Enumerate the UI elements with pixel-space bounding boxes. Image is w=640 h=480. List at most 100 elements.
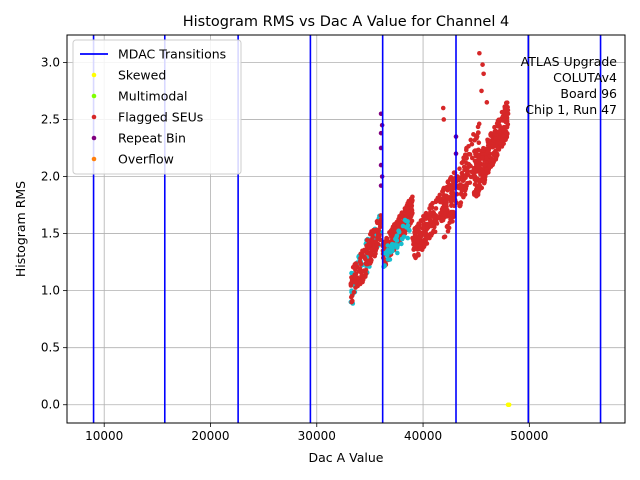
flagged-point bbox=[458, 200, 464, 205]
x-axis-ticks: 10000 20000 30000 40000 50000 bbox=[85, 423, 548, 443]
flagged-point bbox=[351, 289, 357, 295]
annotation-line: Board 96 bbox=[560, 86, 617, 101]
flagged-point bbox=[475, 130, 481, 135]
flagged-point bbox=[461, 158, 466, 164]
flagged-point bbox=[396, 216, 401, 222]
flagged-point bbox=[480, 178, 486, 183]
flagged-point bbox=[473, 133, 478, 139]
flagged-point bbox=[375, 233, 381, 239]
flagged-point bbox=[410, 194, 415, 200]
y-tick-label: 0.5 bbox=[41, 341, 60, 355]
base-point bbox=[385, 257, 391, 262]
y-tick-label: 1.5 bbox=[41, 227, 60, 241]
flagged-point bbox=[433, 218, 438, 224]
flagged-point bbox=[410, 198, 415, 203]
y-axis-label: Histogram RMS bbox=[13, 181, 28, 277]
flagged-point bbox=[492, 152, 498, 158]
flagged-point bbox=[493, 148, 498, 154]
y-axis-ticks: 0.0 0.5 1.0 1.5 2.0 2.5 3.0 bbox=[41, 55, 67, 412]
x-tick-label: 20000 bbox=[191, 429, 229, 443]
flagged-point bbox=[473, 167, 478, 173]
flagged-point bbox=[495, 124, 501, 129]
flagged-point bbox=[363, 267, 369, 273]
flagged-point bbox=[490, 162, 495, 168]
flagged-point bbox=[482, 146, 487, 152]
flagged-point bbox=[451, 181, 457, 187]
annotation-line: COLUTAv4 bbox=[553, 70, 617, 85]
flagged-point bbox=[444, 187, 450, 193]
annotation-line: ATLAS Upgrade bbox=[521, 54, 618, 69]
flagged-point bbox=[412, 229, 417, 235]
flagged-point bbox=[496, 147, 502, 152]
legend-marker-icon bbox=[91, 156, 97, 162]
flagged-point bbox=[493, 136, 499, 141]
flagged-point bbox=[352, 275, 358, 280]
flagged-point bbox=[474, 193, 479, 199]
flagged-point bbox=[463, 186, 469, 191]
legend-label: Repeat Bin bbox=[118, 131, 186, 146]
flagged-point bbox=[356, 269, 362, 274]
base-point bbox=[385, 253, 390, 258]
flagged-point bbox=[477, 179, 482, 185]
flagged-point bbox=[500, 109, 506, 115]
x-tick-label: 10000 bbox=[85, 429, 123, 443]
flagged-point bbox=[396, 222, 401, 228]
flagged-point bbox=[360, 269, 365, 274]
base-point bbox=[405, 235, 411, 241]
flagged-point bbox=[469, 155, 475, 161]
base-point bbox=[382, 263, 387, 268]
flagged-point bbox=[407, 201, 413, 207]
y-tick-label: 2.5 bbox=[41, 112, 60, 126]
annotation-line: Chip 1, Run 47 bbox=[525, 102, 617, 117]
flagged-point bbox=[353, 285, 358, 290]
flagged-point bbox=[362, 255, 368, 261]
flagged-point bbox=[422, 242, 427, 248]
base-point bbox=[385, 247, 391, 253]
flagged-point bbox=[469, 141, 475, 147]
flagged-point bbox=[359, 252, 365, 258]
flagged-point bbox=[427, 215, 433, 221]
flagged-point bbox=[350, 264, 356, 270]
legend-marker-icon bbox=[91, 93, 97, 99]
base-point bbox=[399, 236, 405, 242]
flagged-point bbox=[444, 194, 450, 200]
flagged-point bbox=[505, 111, 511, 117]
flagged-point bbox=[473, 178, 479, 184]
x-axis-label: Dac A Value bbox=[309, 450, 384, 465]
flagged-point bbox=[450, 209, 456, 215]
flagged-point bbox=[450, 190, 456, 195]
legend-marker-icon bbox=[91, 114, 97, 120]
flagged-point bbox=[358, 278, 363, 284]
flagged-point bbox=[490, 144, 495, 150]
legend-label: Flagged SEUs bbox=[118, 110, 203, 125]
flagged-point bbox=[489, 156, 495, 162]
flagged-point bbox=[480, 155, 485, 160]
flagged-point bbox=[412, 253, 418, 259]
y-tick-label: 2.0 bbox=[41, 170, 60, 184]
base-point bbox=[394, 243, 400, 249]
flagged-point bbox=[423, 212, 428, 218]
flagged-point bbox=[479, 88, 484, 94]
flagged-point bbox=[446, 225, 452, 231]
flagged-point bbox=[385, 238, 391, 244]
flagged-point bbox=[472, 182, 478, 187]
flagged-point bbox=[447, 220, 453, 225]
flagged-point bbox=[476, 164, 482, 169]
base-point bbox=[405, 219, 410, 224]
flagged-point bbox=[487, 138, 492, 143]
flagged-point bbox=[433, 206, 439, 211]
flagged-point bbox=[413, 233, 419, 239]
flagged-point bbox=[457, 183, 463, 188]
flagged-point bbox=[480, 62, 485, 67]
flagged-point bbox=[373, 251, 378, 256]
flagged-point bbox=[418, 239, 424, 245]
flagged-point bbox=[472, 149, 477, 154]
chart-title: Histogram RMS vs Dac A Value for Channel… bbox=[183, 14, 509, 30]
flagged-point bbox=[421, 229, 427, 235]
flagged-point bbox=[421, 225, 427, 230]
flagged-point bbox=[457, 166, 462, 172]
flagged-point bbox=[462, 167, 467, 173]
flagged-point bbox=[411, 247, 416, 252]
flagged-point bbox=[417, 246, 423, 252]
